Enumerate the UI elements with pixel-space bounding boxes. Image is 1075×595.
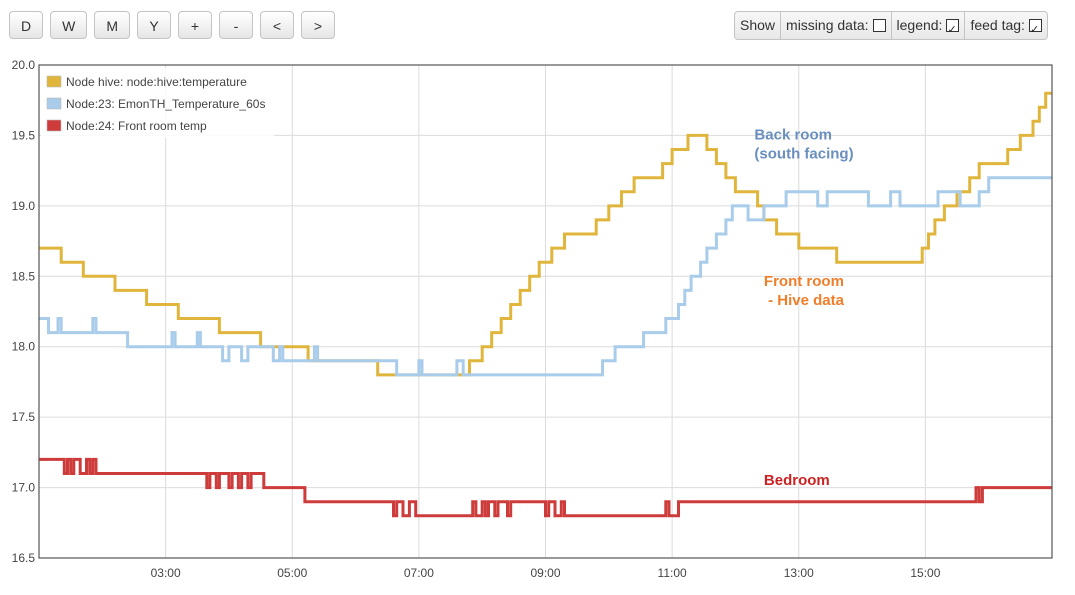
- month-button[interactable]: M: [94, 11, 131, 39]
- x-tick-label: 09:00: [530, 566, 560, 580]
- day-button[interactable]: D: [9, 11, 44, 39]
- show-label: Show: [735, 12, 782, 39]
- x-tick-label: 11:00: [658, 566, 687, 580]
- missing-data-checkbox[interactable]: [872, 19, 886, 32]
- y-tick-label: 19.5: [12, 128, 36, 142]
- series-lines: [39, 91, 1052, 518]
- zoom-out-button[interactable]: -: [219, 11, 254, 39]
- missing-data-option[interactable]: missing data:: [781, 12, 892, 39]
- feed-tag-checkbox[interactable]: [1028, 17, 1042, 44]
- legend-option[interactable]: legend:: [892, 12, 966, 44]
- feed-tag-label: feed tag:: [970, 17, 1025, 33]
- annotation-3-line-1: Bedroom: [764, 472, 830, 489]
- week-button[interactable]: W: [50, 11, 88, 39]
- grid: [39, 64, 1052, 559]
- legend-swatch-1: [46, 75, 62, 88]
- legend: Node hive: node:hive:temperature Node:23:…: [41, 68, 274, 138]
- legend-entry-1: Node hive: node:hive:temperature: [66, 75, 247, 89]
- y-tick-label: 19.0: [12, 199, 36, 213]
- legend-entry-2: Node:23: EmonTH_Temperature_60s: [66, 97, 265, 111]
- x-tick-label: 15:00: [910, 566, 940, 580]
- y-tick-label: 20.0: [12, 58, 36, 72]
- x-tick-label: 07:00: [404, 566, 434, 580]
- x-tick-label: 05:00: [277, 566, 307, 580]
- display-options: Show missing data: legend: feed tag:: [734, 11, 1048, 44]
- legend-swatch-3: [46, 119, 62, 132]
- annotation-1-line-1: Back room: [754, 127, 832, 144]
- y-tick-label: 17.0: [12, 481, 36, 495]
- legend-entry-3: Node:24: Front room temp: [66, 119, 207, 133]
- y-tick-label: 18.5: [12, 269, 36, 283]
- legend-label: legend:: [896, 17, 943, 33]
- plot-frame: [38, 64, 1053, 559]
- series-line-3: [39, 457, 1052, 518]
- y-tick-label: 18.0: [12, 340, 36, 354]
- annotation-2-line-1: Front room: [764, 273, 844, 290]
- y-axis-ticks: 16.5 17.0 17.5 18.0 18.5 19.0 19.5 20.0: [12, 58, 36, 565]
- legend-background: [41, 68, 274, 138]
- y-tick-label: 16.5: [12, 551, 36, 565]
- zoom-in-button[interactable]: +: [178, 11, 213, 39]
- y-tick-label: 17.5: [12, 410, 36, 424]
- legend-swatch-2: [46, 97, 62, 110]
- annotation-1-line-2: (south facing): [754, 146, 853, 163]
- annotations: Back room (south facing) Front room - Hive…: [754, 127, 853, 489]
- missing-data-label: missing data:: [786, 17, 869, 33]
- pan-right-button[interactable]: >: [301, 11, 336, 39]
- feed-tag-option[interactable]: feed tag:: [965, 12, 1047, 44]
- x-axis-ticks: 03:00 05:00 07:00 09:00 11:00 13:00 15:00: [151, 566, 941, 580]
- series-line-2: [39, 176, 1052, 377]
- year-button[interactable]: Y: [137, 11, 172, 39]
- range-toolbar: D W M Y + - < >: [9, 11, 342, 39]
- pan-left-button[interactable]: <: [260, 11, 295, 39]
- x-tick-label: 03:00: [151, 566, 181, 580]
- annotation-2-line-2: - Hive data: [764, 292, 845, 309]
- legend-checkbox[interactable]: [946, 17, 960, 44]
- x-tick-label: 13:00: [784, 566, 814, 580]
